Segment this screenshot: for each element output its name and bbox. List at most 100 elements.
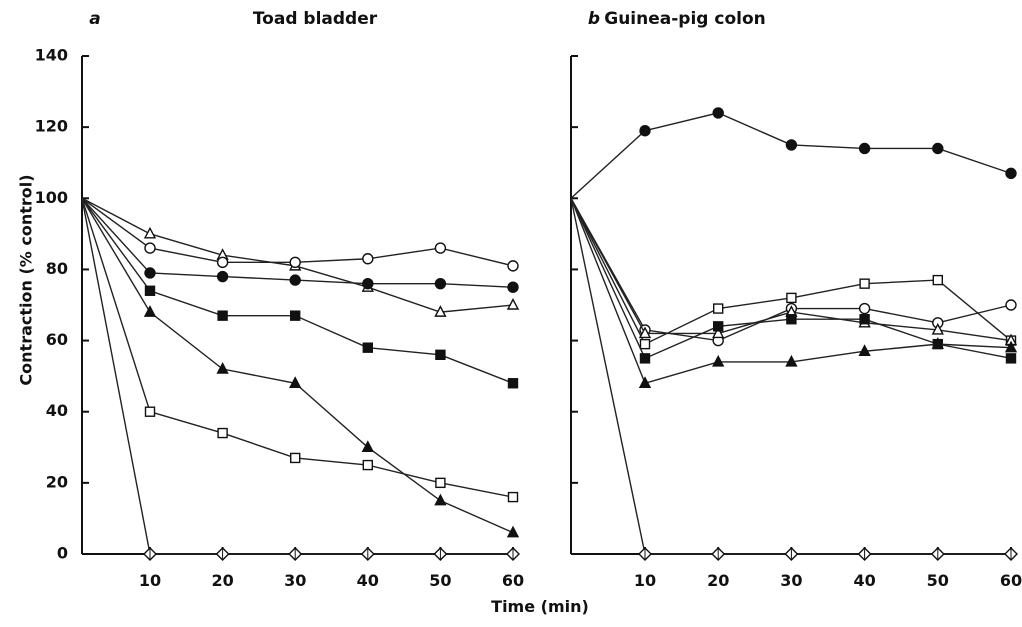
data-point-open-square xyxy=(786,292,797,304)
series-open-square xyxy=(570,197,1017,350)
series-line xyxy=(570,197,1012,360)
data-point-open-square xyxy=(435,477,446,489)
panel-letter: b xyxy=(588,9,600,29)
panel-title: Toad bladder xyxy=(253,9,378,29)
series-line xyxy=(570,198,1012,385)
data-point-filled-circle xyxy=(712,107,724,119)
data-point-filled-triangle xyxy=(216,362,229,374)
data-point-filled-triangle xyxy=(858,344,871,356)
data-point-filled-square xyxy=(1005,353,1017,364)
x-tick-label: 10 xyxy=(139,571,161,590)
y-tick-label: 100 xyxy=(35,188,68,207)
data-point-open-triangle xyxy=(143,226,157,239)
series-line xyxy=(570,198,1011,555)
x-tick-label: 30 xyxy=(284,571,306,590)
data-point-filled-square xyxy=(507,378,519,389)
data-point-filled-circle xyxy=(785,139,798,151)
data-point-filled-circle xyxy=(289,274,301,286)
x-tick-label: 50 xyxy=(429,571,451,590)
data-point-filled-circle xyxy=(932,142,944,155)
data-point-filled-circle xyxy=(507,281,519,293)
data-point-filled-circle xyxy=(1005,167,1017,180)
y-tick-label: 80 xyxy=(46,259,68,278)
x-tick-label: 50 xyxy=(927,571,949,590)
x-tick-label: 30 xyxy=(780,571,802,590)
data-point-filled-square xyxy=(786,314,797,325)
series-line xyxy=(81,198,514,498)
data-point-filled-square xyxy=(144,285,156,296)
x-tick-label: 60 xyxy=(502,571,524,590)
panel-b: b Guinea-pig colon 10 20 30 40 50 60 xyxy=(570,9,1022,590)
data-point-filled-square xyxy=(639,353,651,364)
data-point-open-triangle xyxy=(712,326,725,339)
data-point-open-triangle xyxy=(434,305,447,317)
data-point-filled-square xyxy=(435,349,446,360)
data-point-filled-triangle xyxy=(638,376,652,388)
data-point-open-circle xyxy=(289,256,301,269)
data-point-open-triangle xyxy=(931,322,944,335)
data-point-open-square xyxy=(507,491,519,503)
data-point-filled-triangle xyxy=(143,305,157,317)
data-point-open-square xyxy=(859,278,870,289)
x-tick-label: 40 xyxy=(853,571,875,590)
data-point-open-circle xyxy=(858,302,871,315)
data-point-filled-circle xyxy=(639,124,651,137)
data-point-filled-square xyxy=(217,310,228,321)
data-point-filled-triangle xyxy=(785,354,798,367)
data-point-open-circle xyxy=(144,242,156,254)
data-point-open-square xyxy=(932,274,943,286)
data-point-open-square xyxy=(144,406,156,417)
series-filled-square xyxy=(81,197,519,389)
data-point-filled-square xyxy=(859,314,870,325)
series-open-diamond xyxy=(81,198,520,561)
series-open-triangle xyxy=(570,197,1018,346)
series-filled-square xyxy=(570,197,1017,364)
x-tick-label: 40 xyxy=(357,571,379,590)
data-point-open-circle xyxy=(507,260,519,272)
y-tick-label: 20 xyxy=(46,472,68,491)
panel-letter: a xyxy=(89,9,100,29)
data-point-filled-triangle xyxy=(361,440,374,452)
series-filled-circle xyxy=(570,107,1017,199)
data-point-open-triangle xyxy=(638,326,652,339)
series-filled-triangle xyxy=(570,198,1018,388)
panel-a: a Toad bladder 0 20 40 60 80 100 120 140 10 20 30 40 5… xyxy=(35,9,525,590)
y-tick-label: 140 xyxy=(35,46,68,65)
x-axis-title: Time (min) xyxy=(491,597,589,616)
x-tick-label: 20 xyxy=(707,571,729,590)
data-point-open-square xyxy=(713,303,724,314)
y-tick-label: 0 xyxy=(57,544,68,563)
data-point-filled-circle xyxy=(144,267,156,279)
data-point-filled-square xyxy=(290,310,301,321)
y-tick-label: 40 xyxy=(46,401,68,420)
data-point-filled-triangle xyxy=(712,354,725,367)
x-tick-label: 20 xyxy=(211,571,233,590)
y-tick-label: 120 xyxy=(35,117,68,136)
y-tick-label: 60 xyxy=(46,330,68,349)
data-point-open-circle xyxy=(1005,299,1017,311)
data-point-filled-circle xyxy=(362,277,374,290)
series-open-circle xyxy=(81,197,519,272)
data-point-open-circle xyxy=(362,253,374,265)
y-axis-title: Contraction (% control) xyxy=(17,174,36,385)
data-point-filled-triangle xyxy=(289,376,302,388)
data-point-open-square xyxy=(217,427,228,439)
data-point-filled-square xyxy=(713,321,724,332)
data-point-open-circle xyxy=(216,256,229,269)
series-filled-triangle xyxy=(81,197,520,538)
data-point-open-square xyxy=(290,452,301,464)
data-point-open-square xyxy=(362,459,373,471)
series-open-triangle xyxy=(81,197,520,317)
data-point-filled-triangle xyxy=(434,493,447,506)
data-point-filled-triangle xyxy=(1004,340,1018,353)
data-point-open-circle xyxy=(434,242,447,254)
data-point-filled-circle xyxy=(216,270,229,283)
data-point-filled-triangle xyxy=(931,337,944,349)
panel-title: Guinea-pig colon xyxy=(604,9,766,29)
series-open-diamond xyxy=(570,198,1018,561)
x-tick-label: 10 xyxy=(634,571,656,590)
data-point-filled-triangle xyxy=(506,525,520,538)
data-point-filled-square xyxy=(362,342,373,353)
data-point-filled-circle xyxy=(858,142,871,155)
